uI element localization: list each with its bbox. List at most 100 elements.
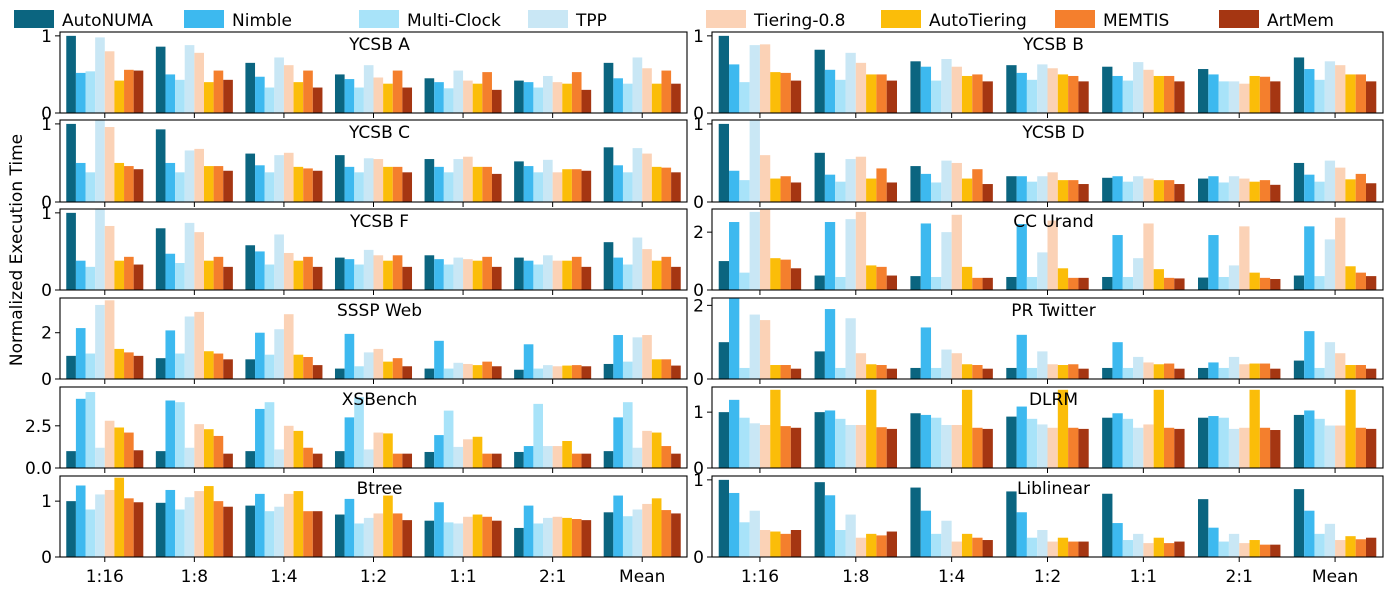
bar-artmem xyxy=(1365,428,1377,468)
bar-autotiering xyxy=(383,361,393,379)
bar-autotiering xyxy=(770,389,781,468)
bar-multi-clock xyxy=(443,264,454,290)
bar-multi-clock xyxy=(622,264,633,290)
bar-artmem xyxy=(133,502,144,557)
bar-artmem xyxy=(1365,81,1377,113)
chart-dlrm: 0 1 DLRM xyxy=(693,386,1384,479)
bar-artmem xyxy=(1270,430,1281,468)
bar-tpp xyxy=(1133,176,1144,202)
legend-label: MEMTIS xyxy=(1103,11,1169,31)
bar-autotiering xyxy=(866,265,877,290)
bar-multi-clock xyxy=(835,530,846,557)
bar-tpp xyxy=(1324,61,1336,113)
bar-tpp xyxy=(632,237,643,290)
bar-artmem xyxy=(1174,81,1185,113)
bar-nimble xyxy=(344,498,355,557)
x-tick-label: 1:1 xyxy=(449,567,476,587)
bar-multi-clock xyxy=(443,88,454,113)
bar-memtis xyxy=(303,256,313,290)
bar-autotiering xyxy=(1153,180,1164,202)
x-tick-label: 2:1 xyxy=(1226,567,1253,587)
bar-tpp xyxy=(543,517,553,557)
bar-autotiering xyxy=(293,491,304,557)
bar-tpp xyxy=(1037,351,1048,379)
x-tick-label: Mean xyxy=(1312,567,1358,587)
bar-artmem xyxy=(671,365,681,379)
bar-tpp xyxy=(1228,81,1240,113)
bar-nimble xyxy=(523,166,534,202)
bar-tpp xyxy=(95,447,105,468)
bar-tpp xyxy=(453,446,464,468)
bar-memtis xyxy=(571,169,582,202)
bar-tiering-0-8 xyxy=(463,156,473,202)
bars xyxy=(718,209,1377,291)
bar-tiering-0-8 xyxy=(1335,425,1346,468)
bar-tpp xyxy=(453,523,464,557)
bar-memtis xyxy=(661,167,672,202)
bar-autotiering xyxy=(651,498,662,557)
bar-nimble xyxy=(344,79,355,113)
bar-autotiering xyxy=(1057,74,1069,113)
bar-tpp xyxy=(363,517,374,557)
bar-nimble xyxy=(824,495,836,557)
bar-nimble xyxy=(75,398,86,468)
bar-autotiering xyxy=(1057,180,1069,202)
bar-memtis xyxy=(571,72,582,113)
bar-autotiering xyxy=(383,433,393,468)
bar-multi-clock xyxy=(533,172,544,202)
bar-memtis xyxy=(1068,277,1079,290)
bar-artmem xyxy=(1270,544,1281,557)
bars xyxy=(718,479,1377,557)
bar-memtis xyxy=(124,166,134,202)
bar-tpp xyxy=(1133,533,1144,557)
y-axis-label: Normalized Execution Time xyxy=(7,134,27,366)
x-tick-label: 1:8 xyxy=(181,567,208,587)
bar-tiering-0-8 xyxy=(642,153,652,202)
bar-nimble xyxy=(824,410,836,468)
chart-title: YCSB A xyxy=(348,35,410,55)
bar-autotiering xyxy=(1057,537,1069,557)
bar-tiering-0-8 xyxy=(951,424,962,468)
bar-tpp xyxy=(1228,533,1240,557)
x-tick-label: 1:4 xyxy=(270,567,297,587)
bar-artmem xyxy=(133,450,144,468)
bar-tiering-0-8 xyxy=(1239,83,1250,113)
bar-multi-clock xyxy=(931,367,942,379)
bar-tpp xyxy=(1037,530,1048,557)
bar-nimble xyxy=(729,64,740,113)
bar-memtis xyxy=(876,168,887,202)
bar-tpp xyxy=(1324,523,1336,557)
bar-autonuma xyxy=(1198,277,1209,290)
bar-artmem xyxy=(1078,81,1089,113)
bar-nimble xyxy=(729,399,740,468)
bar-multi-clock xyxy=(533,368,544,379)
chart-title: XSBench xyxy=(342,390,417,410)
bar-memtis xyxy=(1259,363,1271,379)
bar-autonuma xyxy=(424,78,435,113)
bar-autonuma xyxy=(603,147,614,202)
x-tick-label: 1:2 xyxy=(360,567,387,587)
bar-tiering-0-8 xyxy=(283,314,294,379)
bar-memtis xyxy=(303,511,313,557)
bar-memtis xyxy=(1068,364,1079,379)
bar-memtis xyxy=(392,358,403,379)
bar-tpp xyxy=(1324,239,1336,291)
bar-nimble xyxy=(1112,235,1123,290)
bar-autotiering xyxy=(866,178,877,202)
bar-tpp xyxy=(274,449,284,468)
bar-autotiering xyxy=(866,533,877,557)
bar-autonuma xyxy=(814,412,825,468)
bar-memtis xyxy=(780,426,791,468)
bar-artmem xyxy=(1365,183,1377,202)
legend-label: AutoTiering xyxy=(929,11,1027,31)
bar-nimble xyxy=(523,446,534,468)
bar-artmem xyxy=(1078,277,1089,290)
bar-autotiering xyxy=(383,83,393,113)
bar-autotiering xyxy=(1345,389,1356,468)
bar-memtis xyxy=(124,69,134,113)
bar-nimble xyxy=(344,166,355,202)
bar-autonuma xyxy=(334,368,345,379)
bar-autotiering xyxy=(203,82,214,113)
bar-memtis xyxy=(392,70,403,113)
legend-item-autonuma: AutoNUMA xyxy=(14,10,153,31)
